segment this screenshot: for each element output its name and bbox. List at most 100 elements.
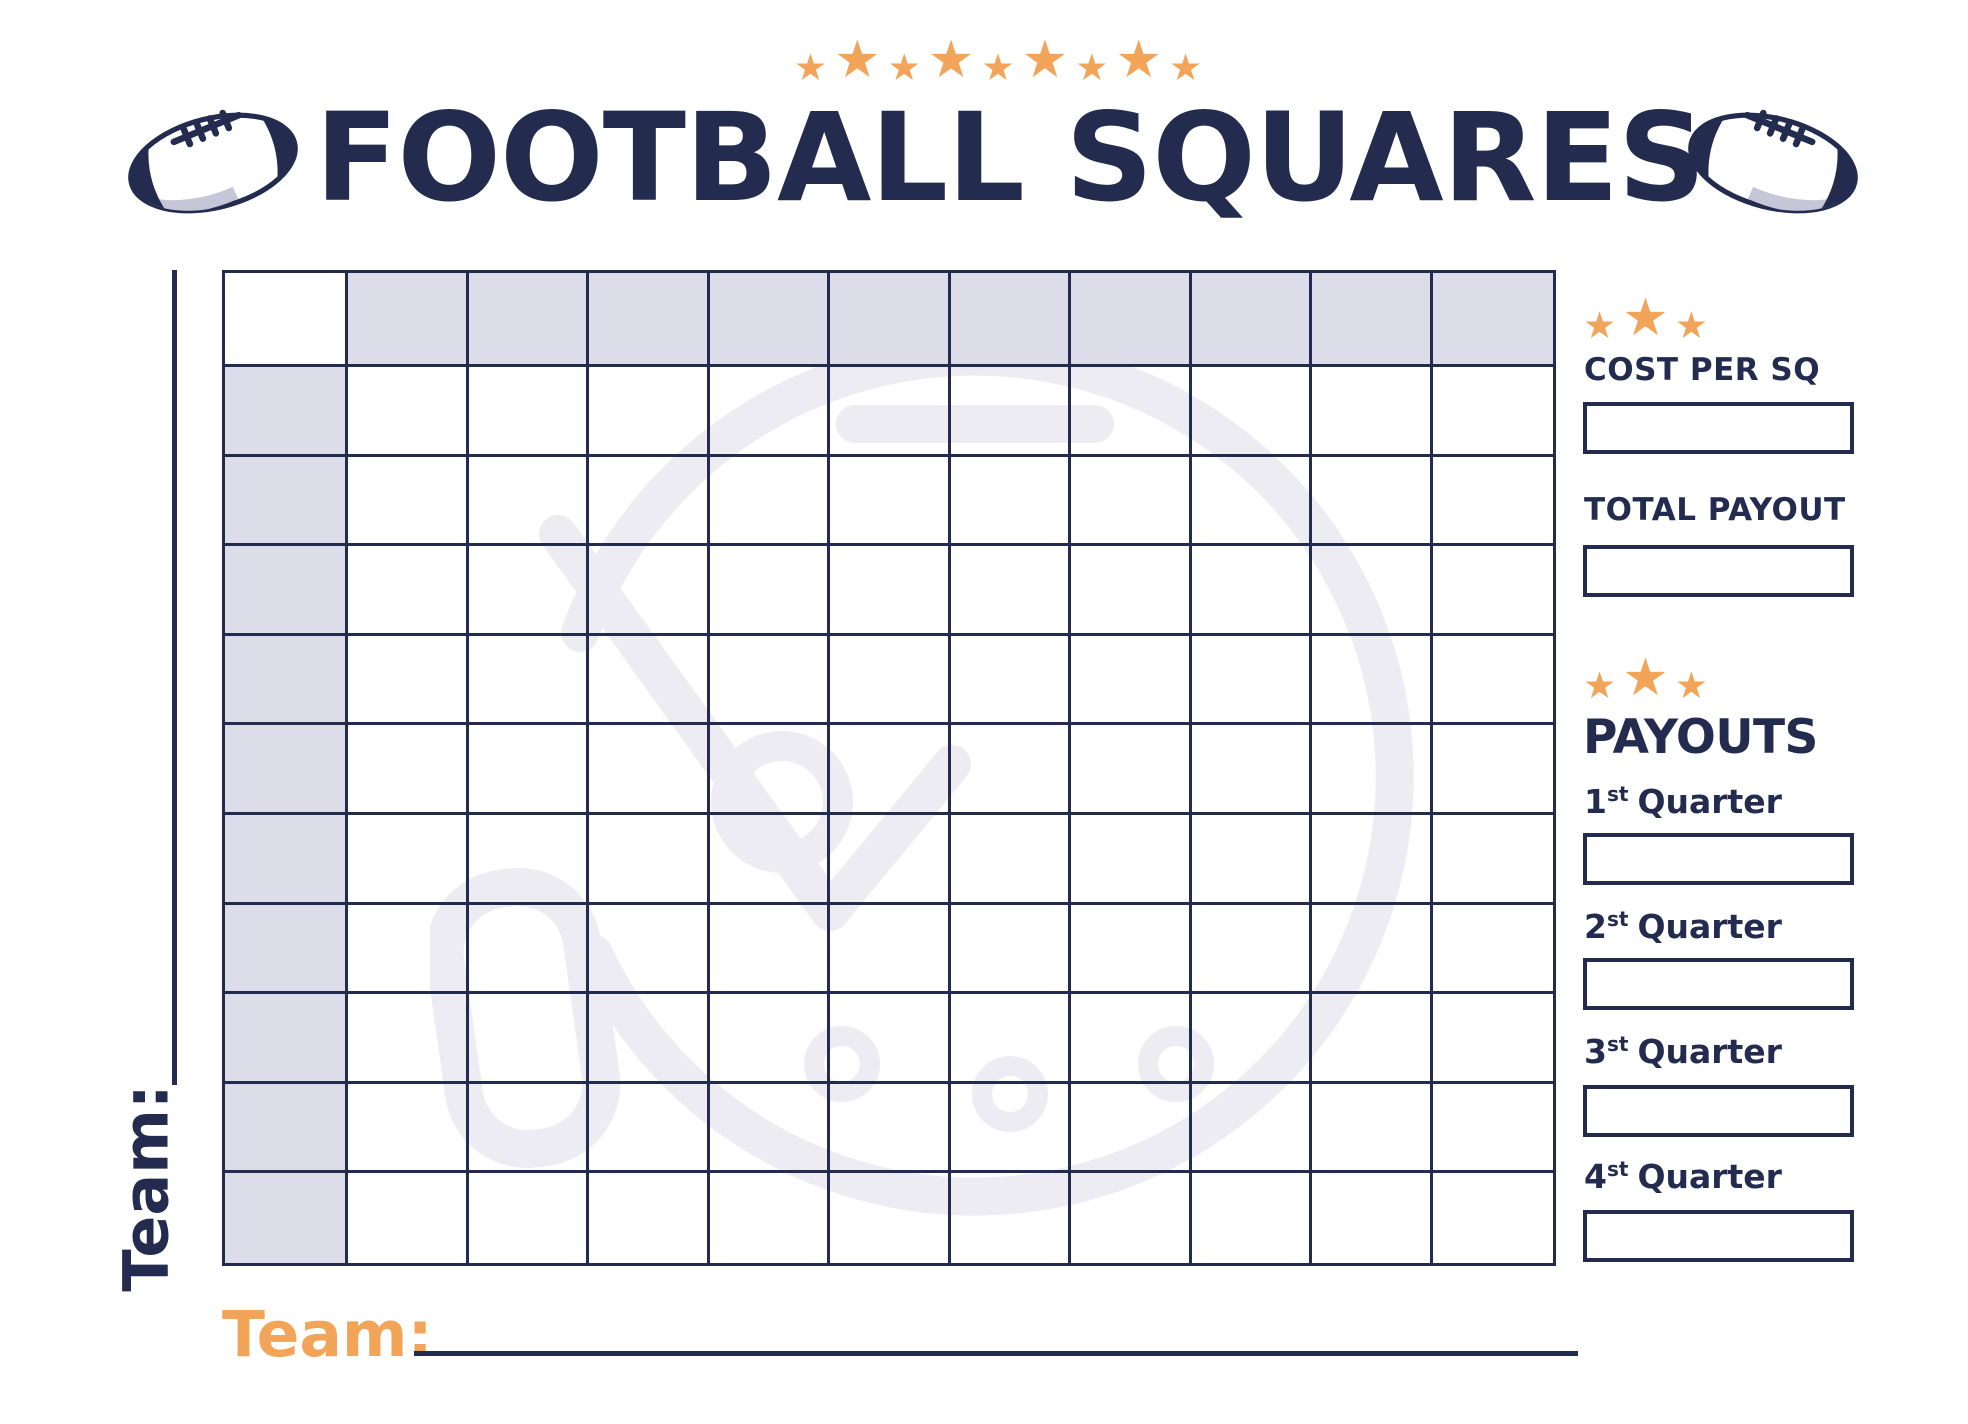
grid-corner-cell[interactable] — [225, 273, 348, 367]
grid-column-header-cell[interactable] — [348, 273, 469, 367]
grid-cell[interactable] — [950, 725, 1071, 815]
grid-cell[interactable] — [830, 546, 951, 636]
grid-row-header-cell[interactable] — [225, 814, 348, 905]
quarter-3-input[interactable] — [1583, 1085, 1854, 1137]
cost-per-sq-input[interactable] — [1583, 402, 1854, 454]
grid-column-header-cell[interactable] — [1071, 273, 1192, 367]
grid-cell[interactable] — [1312, 725, 1433, 815]
grid-row-header-cell[interactable] — [225, 367, 348, 457]
grid-cell[interactable] — [589, 994, 710, 1084]
grid-cell[interactable] — [1432, 725, 1553, 815]
grid-cell[interactable] — [1071, 904, 1192, 995]
grid-cell[interactable] — [348, 904, 469, 995]
grid-cell[interactable] — [1432, 546, 1553, 636]
grid-cell[interactable] — [468, 546, 589, 636]
grid-cell[interactable] — [589, 635, 710, 726]
grid-cell[interactable] — [348, 367, 469, 457]
grid-cell[interactable] — [830, 814, 951, 905]
grid-cell[interactable] — [589, 456, 710, 547]
grid-cell[interactable] — [348, 994, 469, 1084]
grid-cell[interactable] — [348, 814, 469, 905]
grid-column-header-cell[interactable] — [709, 273, 830, 367]
grid-cell[interactable] — [348, 1173, 469, 1263]
grid-cell[interactable] — [1432, 367, 1553, 457]
grid-cell[interactable] — [709, 814, 830, 905]
grid-cell[interactable] — [950, 546, 1071, 636]
grid-cell[interactable] — [1191, 1083, 1312, 1174]
grid-cell[interactable] — [1191, 546, 1312, 636]
grid-cell[interactable] — [1312, 814, 1433, 905]
grid-cell[interactable] — [589, 814, 710, 905]
grid-column-header-cell[interactable] — [1312, 273, 1433, 367]
grid-cell[interactable] — [1312, 367, 1433, 457]
grid-cell[interactable] — [468, 814, 589, 905]
grid-cell[interactable] — [950, 814, 1071, 905]
grid-cell[interactable] — [1432, 636, 1553, 726]
team-bottom-write-line[interactable] — [414, 1351, 1578, 1356]
grid-cell[interactable] — [1071, 1173, 1192, 1263]
grid-cell[interactable] — [830, 456, 951, 547]
grid-cell[interactable] — [830, 635, 951, 726]
grid-cell[interactable] — [1312, 1173, 1433, 1263]
grid-cell[interactable] — [1191, 814, 1312, 905]
grid-cell[interactable] — [709, 546, 830, 636]
grid-cell[interactable] — [1071, 994, 1192, 1084]
grid-cell[interactable] — [830, 1083, 951, 1174]
grid-cell[interactable] — [950, 456, 1071, 547]
grid-cell[interactable] — [709, 994, 830, 1084]
grid-cell[interactable] — [468, 994, 589, 1084]
grid-cell[interactable] — [589, 1083, 710, 1174]
grid-row-header-cell[interactable] — [225, 725, 348, 815]
grid-cell[interactable] — [830, 1173, 951, 1263]
grid-cell[interactable] — [1432, 457, 1553, 547]
grid-cell[interactable] — [1432, 994, 1553, 1084]
grid-row-header-cell[interactable] — [225, 546, 348, 636]
grid-column-header-cell[interactable] — [1191, 273, 1312, 367]
grid-cell[interactable] — [709, 635, 830, 726]
grid-cell[interactable] — [951, 1173, 1071, 1263]
grid-cell[interactable] — [468, 456, 589, 547]
grid-cell[interactable] — [1432, 1084, 1553, 1174]
grid-row-header-cell[interactable] — [225, 994, 348, 1084]
grid-cell[interactable] — [830, 725, 951, 815]
grid-cell[interactable] — [709, 904, 830, 995]
grid-cell[interactable] — [589, 1173, 710, 1263]
grid-cell[interactable] — [589, 725, 710, 815]
grid-cell[interactable] — [348, 546, 469, 636]
grid-cell[interactable] — [1312, 546, 1433, 636]
grid-column-header-cell[interactable] — [830, 273, 951, 367]
grid-cell[interactable] — [1312, 994, 1433, 1084]
grid-cell[interactable] — [1312, 1083, 1433, 1174]
grid-column-header-cell[interactable] — [589, 273, 710, 367]
grid-cell[interactable] — [1312, 456, 1433, 547]
grid-cell[interactable] — [950, 904, 1071, 995]
grid-column-header-cell[interactable] — [950, 273, 1071, 367]
grid-cell[interactable] — [830, 994, 951, 1084]
quarter-4-input[interactable] — [1583, 1210, 1854, 1262]
grid-row-header-cell[interactable] — [225, 1083, 348, 1174]
grid-cell[interactable] — [348, 725, 469, 815]
grid-cell[interactable] — [348, 1083, 469, 1174]
grid-cell[interactable] — [709, 456, 830, 547]
grid-cell[interactable] — [469, 1173, 589, 1263]
grid-cell[interactable] — [348, 635, 469, 726]
grid-column-header-cell[interactable] — [1432, 273, 1553, 367]
grid-cell[interactable] — [1312, 904, 1433, 995]
grid-cell[interactable] — [1071, 456, 1192, 547]
grid-cell[interactable] — [1192, 1173, 1312, 1263]
grid-cell[interactable] — [1432, 815, 1553, 905]
grid-row-header-cell[interactable] — [225, 456, 348, 547]
grid-cell[interactable] — [709, 725, 830, 815]
grid-cell[interactable] — [468, 635, 589, 726]
grid-cell[interactable] — [1071, 1083, 1192, 1174]
grid-cell[interactable] — [1191, 456, 1312, 547]
grid-cell[interactable] — [1071, 367, 1192, 457]
grid-cell[interactable] — [1191, 725, 1312, 815]
grid-cell[interactable] — [468, 725, 589, 815]
grid-cell[interactable] — [589, 546, 710, 636]
grid-row-header-cell[interactable] — [225, 635, 348, 726]
grid-cell[interactable] — [1071, 546, 1192, 636]
grid-cell[interactable] — [1432, 905, 1553, 995]
grid-cell[interactable] — [709, 367, 830, 457]
grid-cell[interactable] — [1191, 635, 1312, 726]
